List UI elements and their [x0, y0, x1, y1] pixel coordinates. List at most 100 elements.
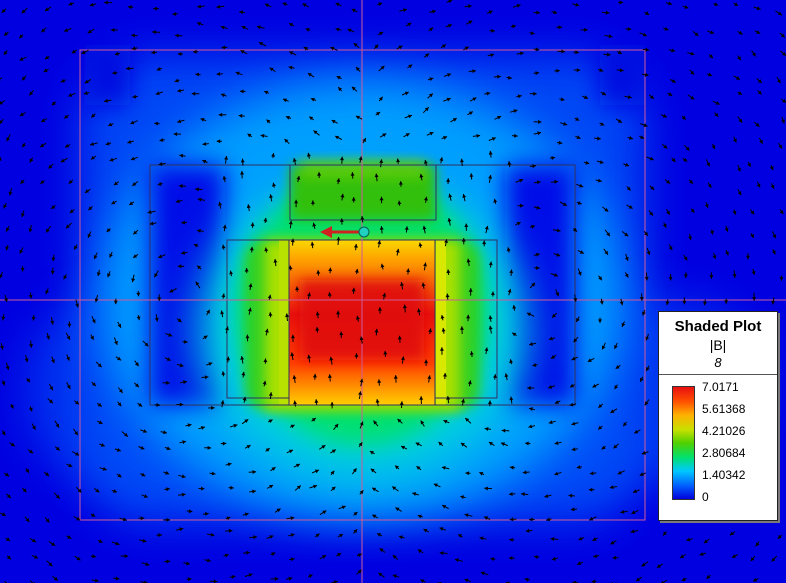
flux-arrow-head	[335, 2, 340, 7]
flux-arrow-head	[20, 179, 25, 184]
flux-arrow-head	[662, 223, 667, 228]
flux-arrow-head	[735, 76, 740, 80]
flux-arrow-head	[240, 356, 245, 360]
flux-arrow-head	[401, 445, 406, 450]
flux-arrow-head	[551, 556, 556, 561]
flux-arrow-head	[268, 312, 273, 316]
flux-arrow-head	[374, 44, 379, 49]
flux-arrow-head	[377, 240, 382, 245]
flux-arrow-head	[464, 223, 469, 227]
flux-arrow-head	[755, 542, 760, 547]
flux-arrow-head	[351, 86, 356, 91]
flux-arrow-head	[107, 273, 111, 278]
flux-arrow-head	[242, 396, 247, 401]
flux-arrow-head	[31, 316, 36, 321]
flux-arrow-head	[630, 529, 635, 534]
flux-arrow-head	[604, 250, 608, 255]
flux-arrow-head	[296, 176, 301, 180]
flux-arrow-head	[132, 94, 137, 99]
probe[interactable]	[320, 226, 370, 238]
flux-arrow-head	[210, 405, 215, 410]
flux-arrow-head	[41, 28, 46, 33]
flux-arrow-head	[534, 555, 538, 559]
flux-arrow-head	[623, 422, 627, 427]
flux-arrow-head	[233, 423, 238, 428]
flux-arrow-head	[370, 468, 375, 473]
flux-arrow-head	[132, 182, 137, 186]
flux-arrow-head	[608, 34, 613, 39]
legend-title: Shaded Plot	[674, 318, 762, 335]
flux-arrow-head	[207, 445, 212, 450]
flux-arrow-head	[531, 282, 536, 287]
flux-arrow-head	[520, 51, 524, 56]
flux-arrow-head	[490, 291, 495, 296]
upper-block-outline	[289, 164, 437, 221]
flux-arrow-head	[626, 186, 631, 191]
flux-arrow-head	[600, 122, 605, 126]
flux-arrow-head	[577, 271, 582, 276]
flux-arrow-head	[240, 171, 244, 175]
legend-tick: 5.61368	[702, 402, 746, 416]
flux-arrow-head	[95, 488, 100, 493]
flux-arrow-head	[246, 445, 251, 449]
legend-scale-id: 8	[714, 355, 722, 370]
flux-arrow-head	[143, 494, 148, 498]
flux-arrow-head	[330, 470, 335, 475]
flux-arrow-head	[613, 444, 618, 449]
flux-arrow-head	[372, 487, 377, 492]
flux-arrow-head	[380, 263, 385, 268]
legend-tick: 4.21026	[702, 424, 746, 438]
flux-arrow-head	[556, 68, 560, 73]
flux-arrow-head	[432, 9, 436, 14]
flux-arrow-head	[1, 381, 6, 386]
flux-arrow-head	[106, 228, 111, 232]
flux-arrow-head	[51, 205, 56, 209]
flux-arrow-head	[472, 69, 476, 74]
flux-arrow-head	[466, 314, 471, 319]
flux-arrow-head	[599, 68, 604, 72]
flux-arrow-head	[486, 91, 491, 96]
flux-arrow-head	[476, 134, 481, 138]
flux-arrow-head	[262, 380, 267, 385]
flux-arrow-head	[177, 318, 182, 323]
flux-arrow-head	[248, 573, 253, 577]
flux-arrow-head	[634, 429, 639, 434]
flux-arrow-head	[197, 197, 202, 202]
flux-arrow-head	[109, 157, 114, 162]
right-bobbin-outline	[434, 239, 498, 399]
flux-arrow-head	[714, 2, 719, 6]
flux-arrow-head	[174, 78, 179, 83]
flux-arrow-head	[10, 404, 14, 409]
flux-arrow-head	[152, 30, 156, 35]
flux-arrow-head	[41, 118, 46, 122]
flux-arrow-head	[32, 425, 36, 430]
flux-arrow-head	[165, 470, 170, 475]
flux-arrow-head	[598, 404, 603, 408]
flux-arrow-head	[642, 311, 646, 316]
flux-arrow-head	[66, 384, 71, 389]
flux-arrow-head	[241, 25, 246, 30]
flux-arrow-head	[753, 577, 758, 582]
flux-arrow-head	[68, 463, 73, 468]
flux-arrow-head	[688, 236, 692, 240]
flux-arrow-head	[440, 315, 445, 319]
flux-arrow-head	[490, 557, 494, 561]
legend-tick: 2.80684	[702, 446, 746, 460]
flux-arrow-head	[157, 181, 162, 186]
flux-arrow-head	[104, 98, 108, 103]
flux-arrow-head	[737, 191, 742, 196]
flux-arrow-head	[113, 300, 118, 305]
flux-arrow-head	[395, 507, 400, 512]
flux-arrow-head	[694, 32, 699, 36]
flux-arrow-head	[484, 347, 489, 352]
flux-arrow-head	[218, 112, 223, 117]
flux-arrow-head	[429, 27, 434, 32]
flux-arrow-head	[355, 115, 360, 120]
flux-arrow-head	[339, 218, 344, 222]
flux-arrow-head	[312, 222, 317, 227]
flux-arrow-head	[771, 557, 776, 562]
flux-arrow-head	[398, 181, 403, 185]
flux-arrow-head	[644, 401, 649, 406]
